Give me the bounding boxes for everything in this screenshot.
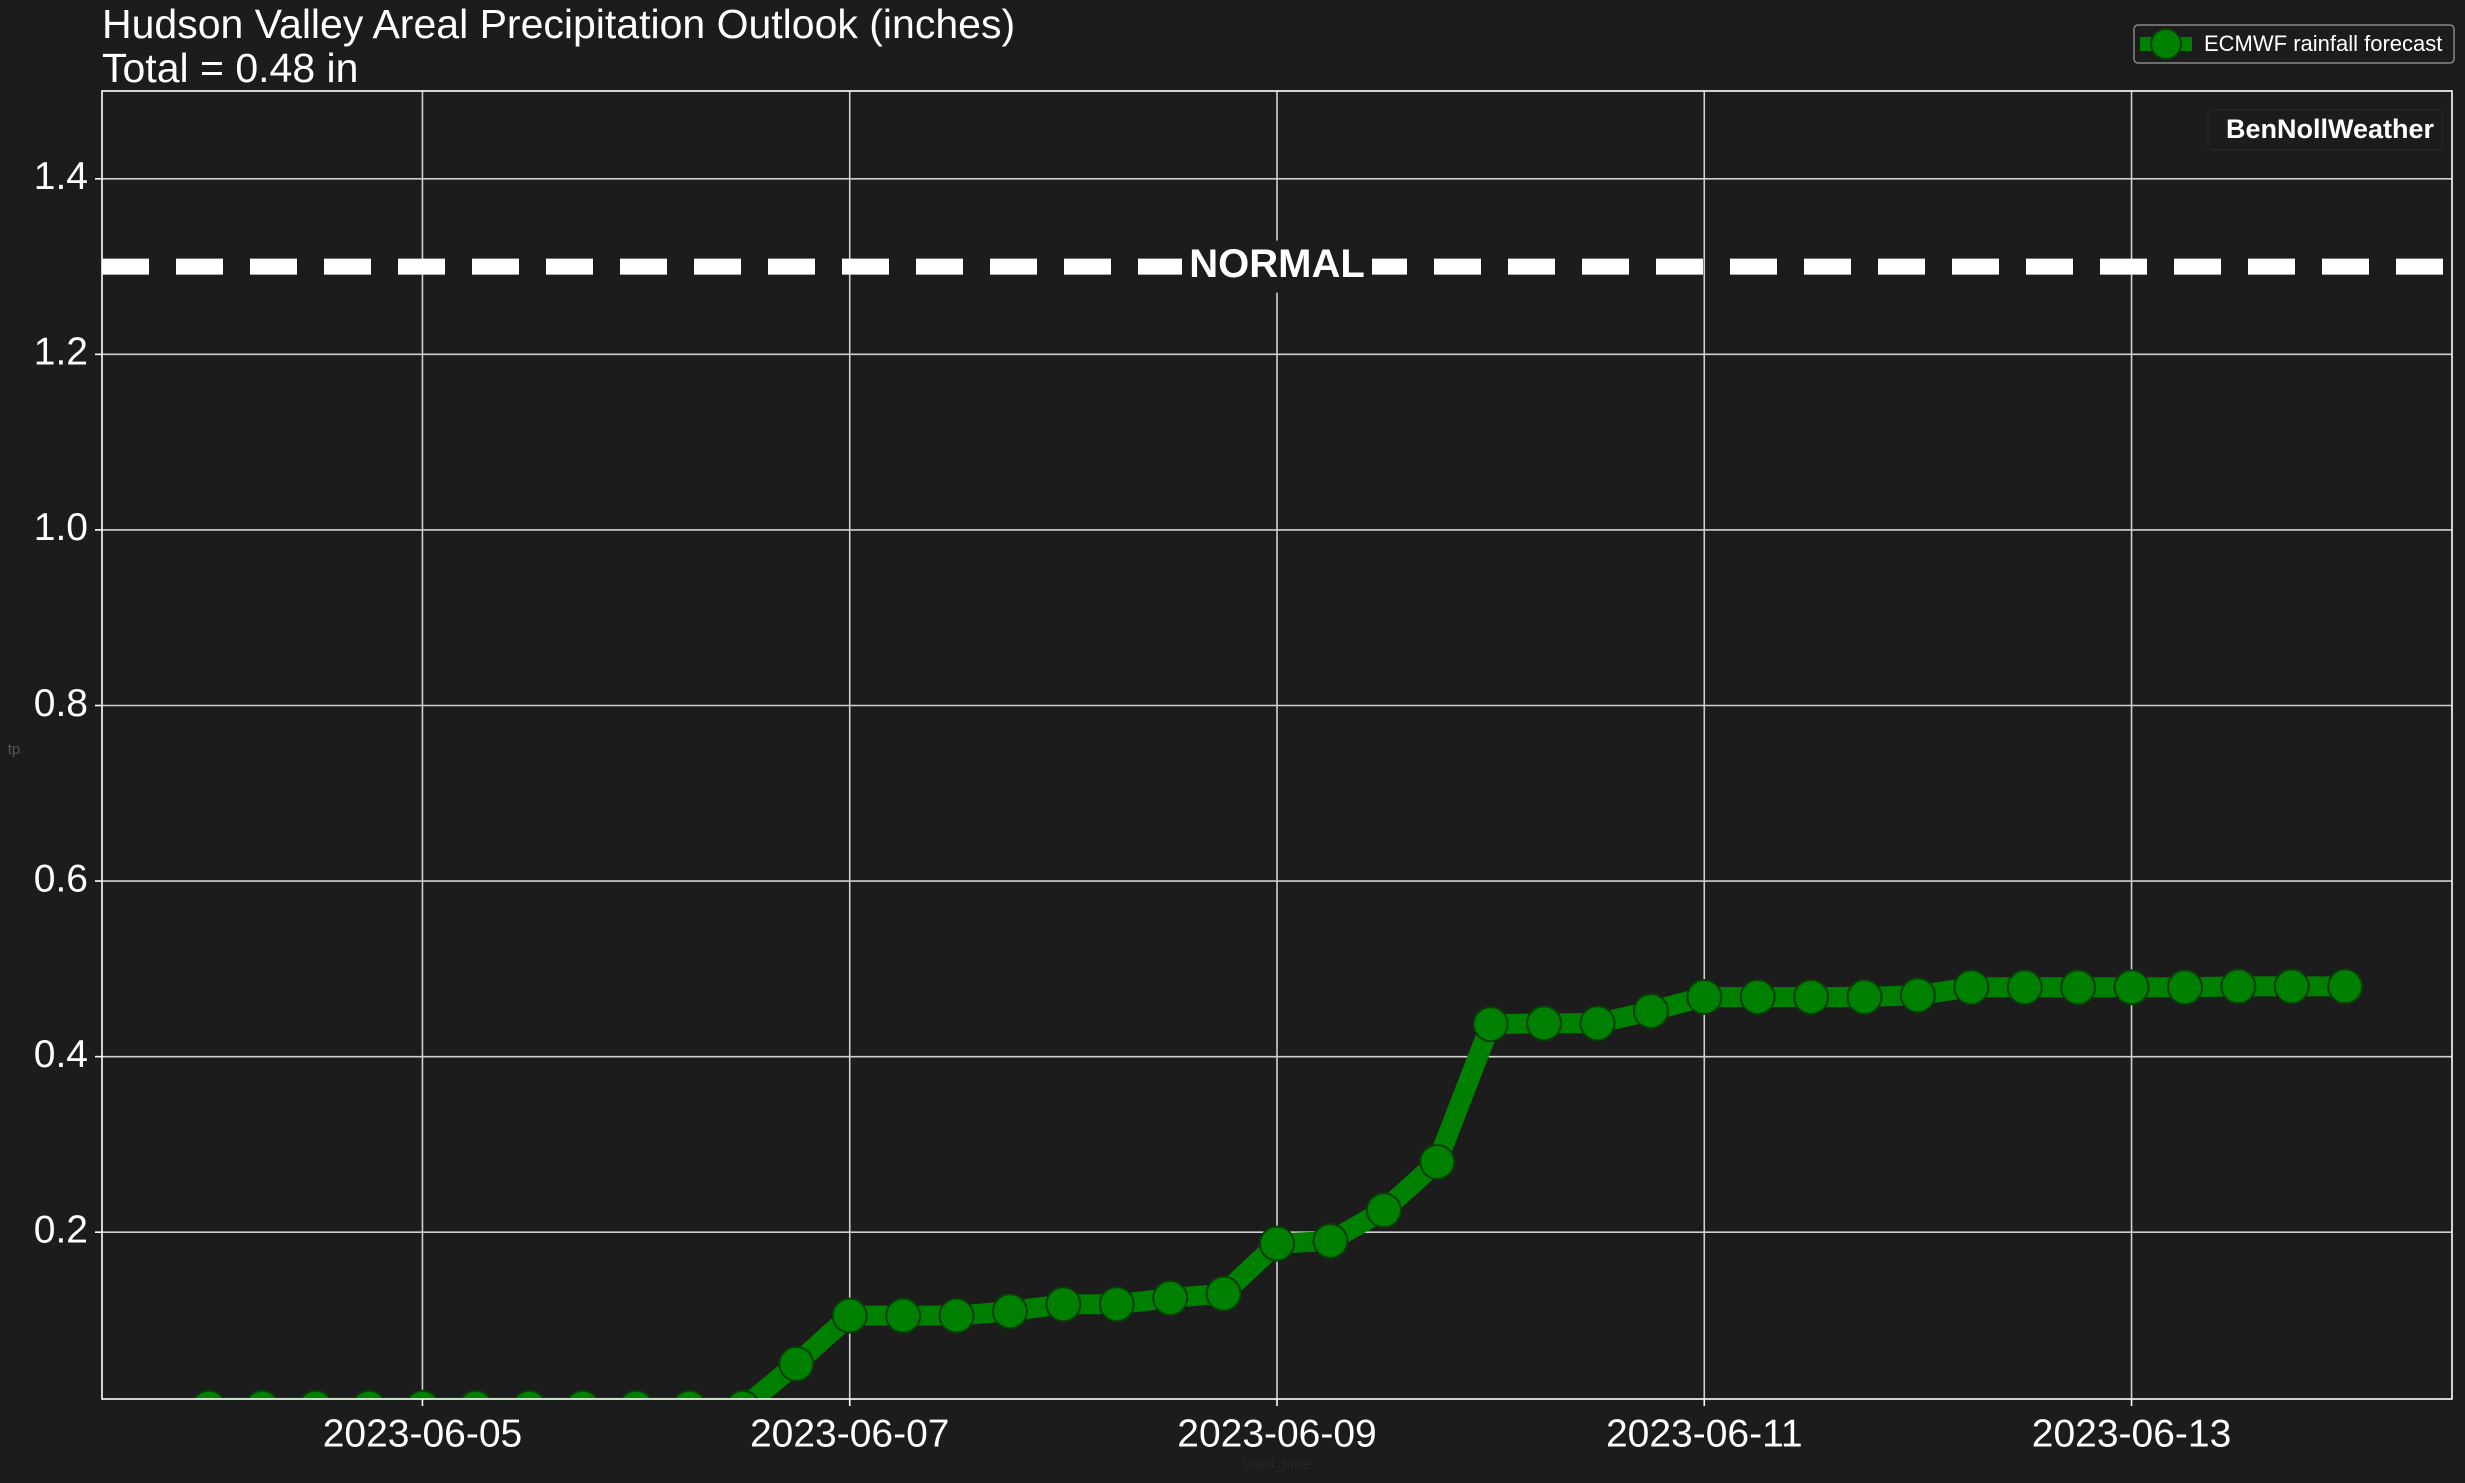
- data-point: [2220, 968, 2257, 1005]
- data-point: [1152, 1280, 1189, 1317]
- data-point: [1793, 978, 1830, 1015]
- data-point: [727, 1389, 759, 1399]
- data-point: [1312, 1222, 1349, 1259]
- y-axis-label: tp: [8, 741, 21, 758]
- chart-subtitle: Total = 0.48 in: [102, 45, 358, 91]
- data-point: [2327, 968, 2364, 1005]
- x-tick-label: 2023-06-05: [323, 1412, 523, 1455]
- data-point: [2166, 969, 2203, 1006]
- watermark-bg: [2207, 109, 2443, 151]
- legend-box: [2133, 24, 2455, 64]
- y-tick-label: 1.2: [34, 331, 88, 374]
- y-tick-label: 1.0: [34, 506, 88, 549]
- data-point: [299, 1389, 332, 1399]
- y-tick-label: 0.2: [34, 1209, 88, 1252]
- x-tick-label: 2023-06-09: [1177, 1412, 1377, 1455]
- data-point: [1205, 1275, 1242, 1312]
- data-point: [1739, 978, 1776, 1015]
- data-point: [778, 1345, 815, 1382]
- data-point: [2113, 969, 2150, 1006]
- data-point: [831, 1297, 868, 1334]
- data-point: [1899, 977, 1936, 1014]
- data-point: [2273, 968, 2310, 1005]
- data-point: [1953, 969, 1990, 1006]
- data-point: [1419, 1143, 1456, 1180]
- chart-title: Hudson Valley Areal Precipitation Outloo…: [102, 1, 1015, 47]
- data-point: [1579, 1005, 1616, 1042]
- watermark: BenNollWeather: [2226, 114, 2435, 144]
- data-point: [1472, 1006, 1509, 1043]
- data-point: [885, 1297, 922, 1334]
- data-point: [513, 1389, 545, 1399]
- data-point: [991, 1293, 1028, 1330]
- data-point: [673, 1389, 706, 1399]
- x-axis-label: valid_time: [1243, 1456, 1311, 1473]
- data-point: [353, 1389, 385, 1399]
- data-point: [1686, 978, 1723, 1015]
- legend-label: ECMWF rainfall forecast: [2204, 31, 2442, 56]
- x-tick-label: 2023-06-11: [1606, 1412, 1803, 1455]
- data-point: [1259, 1225, 1295, 1262]
- y-tick-label: 0.6: [34, 857, 88, 900]
- plot-area: [193, 968, 2364, 1399]
- data-point: [938, 1297, 975, 1334]
- plot-frame: [101, 90, 2453, 1400]
- data-point: [2006, 969, 2043, 1006]
- data-point: [566, 1389, 599, 1399]
- data-point: [1846, 978, 1883, 1015]
- legend-marker: [2150, 28, 2182, 60]
- data-point: [1045, 1286, 1082, 1323]
- normal-label-bg: [1182, 240, 1372, 293]
- x-tick-label: 2023-06-07: [750, 1412, 950, 1455]
- data-point: [460, 1389, 492, 1399]
- data-point: [1365, 1192, 1402, 1229]
- data-point: [1526, 1005, 1563, 1042]
- data-point: [620, 1389, 652, 1399]
- data-point: [2060, 969, 2097, 1006]
- data-point: [1632, 992, 1669, 1029]
- normal-label: NORMAL: [1189, 242, 1365, 286]
- data-point: [1098, 1286, 1135, 1323]
- x-tick-label: 2023-06-13: [2032, 1412, 2232, 1455]
- y-tick-label: 1.4: [34, 155, 88, 198]
- data-point: [193, 1389, 225, 1399]
- y-tick-label: 0.8: [34, 682, 88, 725]
- y-tick-label: 0.4: [34, 1033, 88, 1076]
- data-point: [406, 1389, 439, 1399]
- data-point: [246, 1389, 278, 1399]
